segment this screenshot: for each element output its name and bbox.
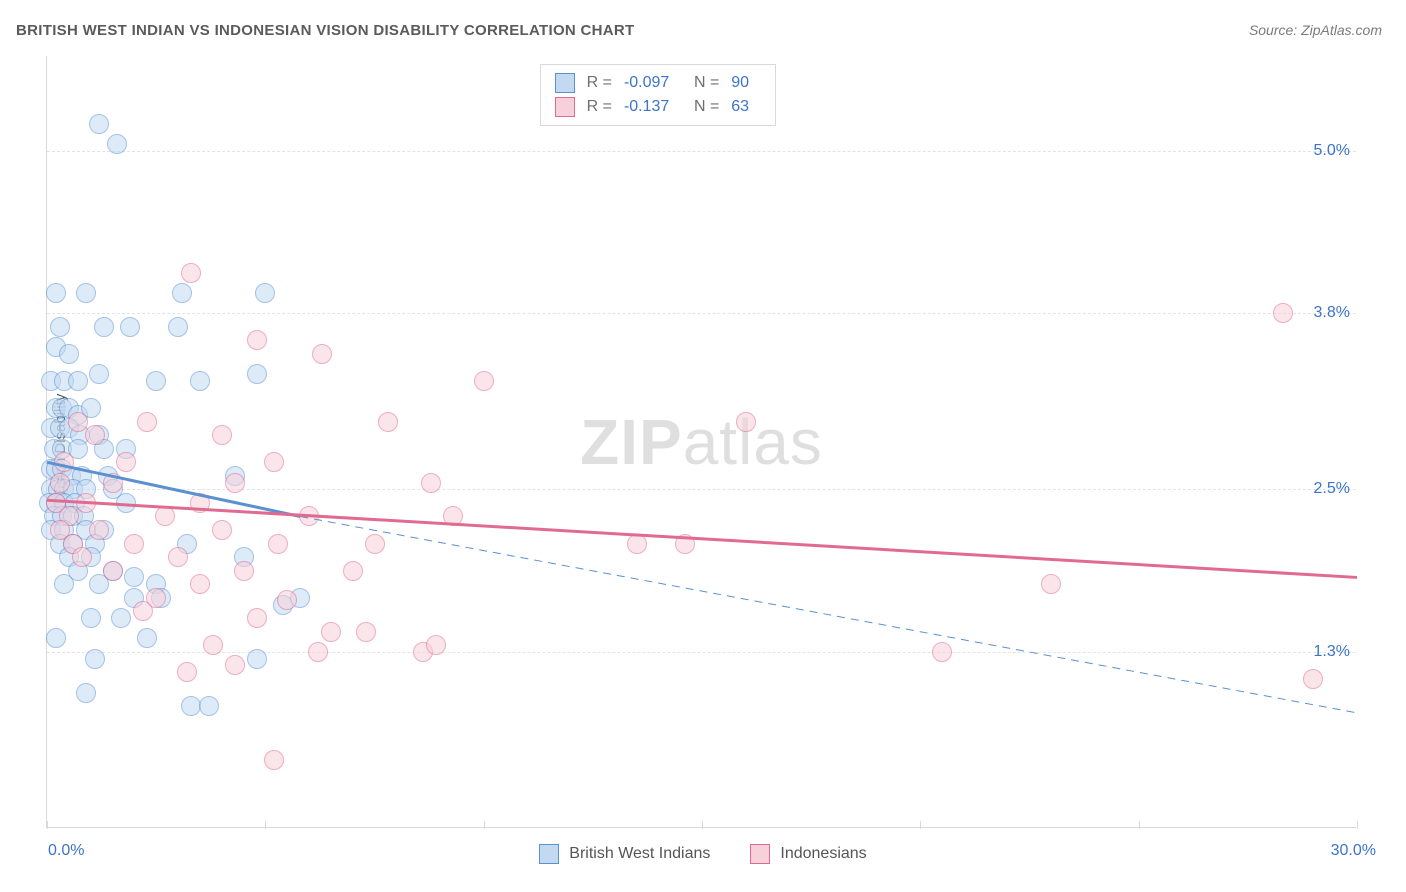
legend-series-name: Indonesians bbox=[780, 845, 866, 863]
x-tick bbox=[1357, 821, 1358, 829]
chart-container: BRITISH WEST INDIAN VS INDONESIAN VISION… bbox=[0, 0, 1406, 892]
legend-item: Indonesians bbox=[750, 844, 866, 864]
legend-swatch bbox=[555, 97, 575, 117]
legend-r-label: R = bbox=[587, 71, 612, 95]
legend-row: R = -0.097 N = 90 bbox=[555, 71, 762, 95]
series-legend: British West Indians Indonesians bbox=[0, 844, 1406, 864]
correlation-legend: R = -0.097 N = 90 R = -0.137 N = 63 bbox=[540, 64, 777, 126]
legend-r-value: -0.097 bbox=[624, 71, 682, 95]
legend-n-value: 63 bbox=[731, 95, 761, 119]
source-label: Source: ZipAtlas.com bbox=[1249, 22, 1382, 38]
legend-series-name: British West Indians bbox=[569, 845, 710, 863]
chart-title: BRITISH WEST INDIAN VS INDONESIAN VISION… bbox=[16, 22, 635, 39]
legend-swatch bbox=[555, 73, 575, 93]
legend-r-label: R = bbox=[587, 95, 612, 119]
legend-n-label: N = bbox=[694, 95, 719, 119]
legend-item: British West Indians bbox=[539, 844, 710, 864]
legend-n-label: N = bbox=[694, 71, 719, 95]
legend-r-value: -0.137 bbox=[624, 95, 682, 119]
legend-row: R = -0.137 N = 63 bbox=[555, 95, 762, 119]
legend-swatch bbox=[539, 844, 559, 864]
plot-area: ZIPatlas 1.3%2.5%3.8%5.0%R =-0.097N =90R… bbox=[46, 56, 1356, 828]
legend-n-value: 90 bbox=[731, 71, 761, 95]
trend-layer bbox=[47, 56, 1357, 828]
trend-line bbox=[47, 500, 1357, 577]
legend-swatch bbox=[750, 844, 770, 864]
